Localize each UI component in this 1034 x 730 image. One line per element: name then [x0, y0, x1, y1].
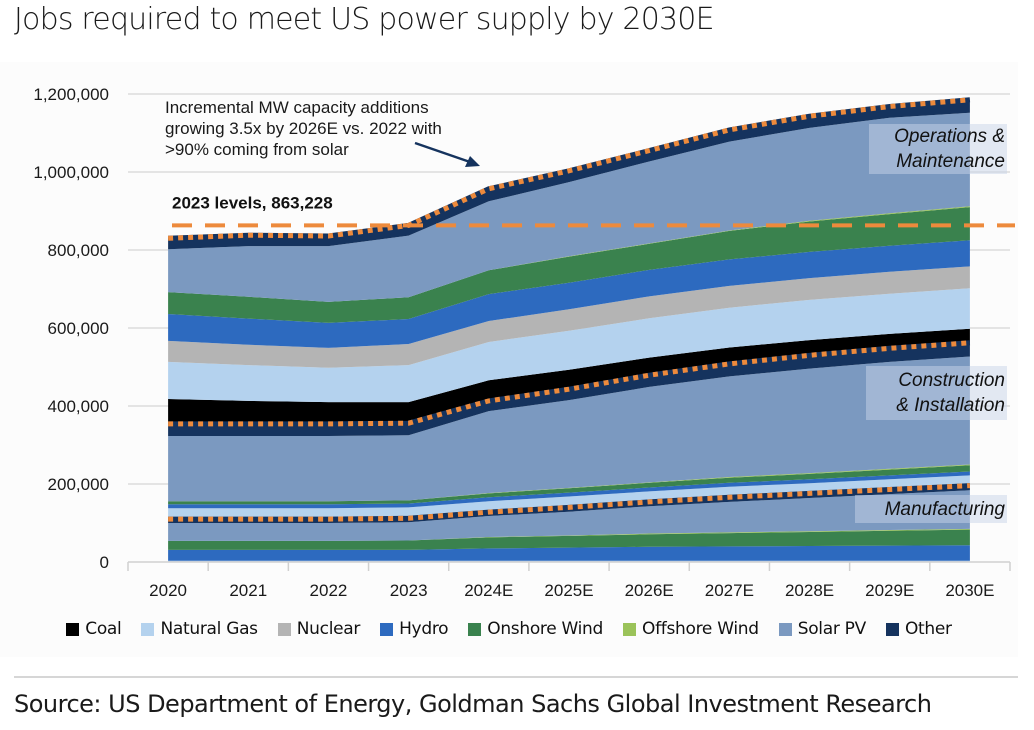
- legend-label: Onshore Wind: [487, 619, 604, 639]
- phase-label-manufacturing: Manufacturing: [885, 499, 1006, 520]
- legend-swatch: [778, 622, 792, 636]
- legend-item-solar-pv: Solar PV: [778, 614, 867, 644]
- y-axis-ticks: 0 200,000 400,000 600,000 800,000 1,000,000 1,…: [33, 85, 109, 572]
- x-tick-label: 2030E: [945, 581, 994, 600]
- phase-label-operations-maintenance: Operations &: [894, 126, 1005, 147]
- divider: [14, 676, 1018, 678]
- area-manufacturing-offshore-wind: [168, 528, 970, 541]
- x-tick-label: 2023: [390, 581, 428, 600]
- x-tick-label: 2024E: [464, 581, 513, 600]
- area-layers: [168, 99, 970, 562]
- y-tick-label: 0: [100, 553, 109, 572]
- y-tick-label: 1,200,000: [33, 85, 109, 104]
- legend-item-coal: Coal: [66, 614, 122, 644]
- area-construction-installation-solar-pv: [168, 356, 970, 502]
- area-construction-installation-natural-gas: [168, 475, 970, 520]
- arrowhead-icon: [465, 156, 480, 167]
- area-operations-maintenance-onshore-wind: [168, 207, 970, 323]
- legend-label: Other: [904, 619, 952, 639]
- legend-label: Natural Gas: [160, 619, 258, 639]
- phase-total-line-construction-installation: [168, 340, 971, 427]
- y-tick-label: 1,000,000: [33, 163, 109, 182]
- phase-label-box: [869, 124, 1007, 174]
- legend-swatch: [885, 622, 899, 636]
- capacity-annotation-line: growing 3.5x by 2026E vs. 2022 with: [165, 119, 442, 138]
- phase-label-construction-installation: Construction: [898, 370, 1005, 391]
- phase-total-line-operations-maintenance: [168, 97, 971, 241]
- area-operations-maintenance-coal: [168, 328, 970, 424]
- legend-label: Nuclear: [296, 619, 361, 639]
- legend-swatch: [468, 622, 482, 636]
- legend-item-offshore-wind: Offshore Wind: [623, 614, 759, 644]
- area-operations-maintenance-natural-gas: [168, 288, 970, 403]
- legend-swatch: [623, 622, 637, 636]
- area-manufacturing-onshore-wind: [168, 529, 970, 550]
- area-manufacturing-solar-pv: [168, 490, 970, 541]
- legend-label: Offshore Wind: [642, 619, 759, 639]
- x-tick-label: 2025E: [544, 581, 593, 600]
- y-tick-label: 800,000: [48, 241, 109, 260]
- annotation-arrow-line: [414, 141, 471, 164]
- annotations: Incremental MW capacity additions growing…: [165, 98, 1007, 523]
- x-tick-label: 2029E: [865, 581, 914, 600]
- phase-label-operations-maintenance: Maintenance: [896, 151, 1005, 172]
- x-tick-label: 2022: [310, 581, 348, 600]
- source-note: Source: US Department of Energy, Goldman…: [14, 690, 932, 718]
- legend-item-nuclear: Nuclear: [277, 614, 361, 644]
- y-tick-label: 400,000: [48, 397, 109, 416]
- area-operations-maintenance-nuclear: [168, 266, 970, 368]
- phase-label-box: [866, 366, 1007, 420]
- legend-swatch: [66, 622, 80, 636]
- legend-item-other: Other: [885, 614, 952, 644]
- x-tick-label: 2021: [229, 581, 267, 600]
- chart-legend: Coal Natural Gas Nuclear Hydro Onshore Wind O…: [0, 614, 1018, 644]
- legend-label: Solar PV: [797, 619, 867, 639]
- stacked-area-chart: 0 200,000 400,000 600,000 800,000 1,000,000 1,…: [33, 85, 1015, 600]
- capacity-annotation-line: >90% coming from solar: [165, 140, 349, 159]
- legend-swatch: [141, 622, 155, 636]
- area-construction-installation-hydro: [168, 471, 970, 509]
- reference-line-label: 2023 levels, 863,228: [172, 193, 333, 212]
- y-tick-label: 200,000: [48, 475, 109, 494]
- x-tick-label: 2020: [149, 581, 187, 600]
- x-axis: 2020 2021 2022 2023 2024E 2025E 2026E 2027E 2028…: [127, 561, 1011, 600]
- area-operations-maintenance-other: [168, 99, 970, 250]
- phase-total-line-manufacturing: [168, 483, 971, 522]
- reference-line-group: 2023 levels, 863,228: [172, 193, 1015, 228]
- x-tick-label: 2027E: [705, 581, 754, 600]
- x-tick-label: 2026E: [625, 581, 674, 600]
- chart-title: Jobs required to meet US power supply by…: [14, 2, 715, 37]
- phase-label-construction-installation: & Installation: [896, 395, 1005, 416]
- legend-item-natural-gas: Natural Gas: [141, 614, 258, 644]
- area-operations-maintenance-hydro: [168, 240, 970, 348]
- x-tick-label: 2028E: [785, 581, 834, 600]
- legend-swatch: [380, 622, 394, 636]
- legend-swatch: [277, 622, 291, 636]
- legend-label: Hydro: [399, 619, 449, 639]
- phase-label-box: [855, 495, 1007, 523]
- legend-label: Coal: [85, 619, 122, 639]
- legend-item-onshore-wind: Onshore Wind: [468, 614, 603, 644]
- phase-total-lines: [168, 97, 971, 522]
- capacity-annotation-line: Incremental MW capacity additions: [165, 98, 429, 117]
- y-tick-label: 600,000: [48, 319, 109, 338]
- area-manufacturing-hydro: [168, 545, 970, 561]
- legend-item-hydro: Hydro: [380, 614, 449, 644]
- area-operations-maintenance-solar-pv: [168, 112, 970, 302]
